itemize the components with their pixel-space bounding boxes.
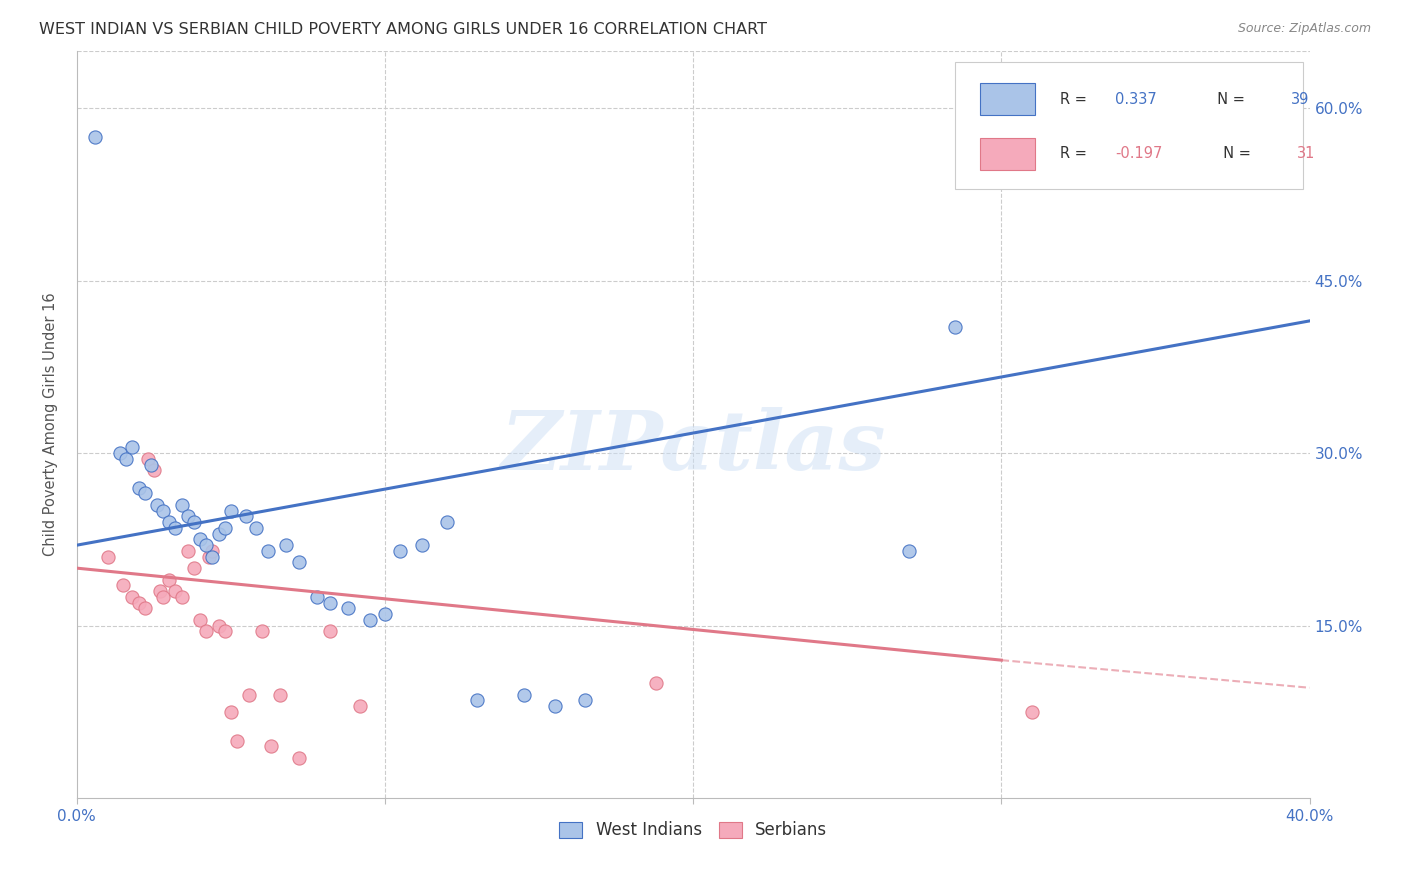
Point <box>165 521 187 535</box>
Text: -0.197: -0.197 <box>1115 146 1163 161</box>
Point <box>152 503 174 517</box>
Point <box>269 688 291 702</box>
Text: Source: ZipAtlas.com: Source: ZipAtlas.com <box>1237 22 1371 36</box>
Point <box>287 751 309 765</box>
Point <box>115 451 138 466</box>
Text: N =: N = <box>1208 92 1250 107</box>
Point <box>943 319 966 334</box>
Point <box>165 584 187 599</box>
Point <box>152 590 174 604</box>
Point <box>108 446 131 460</box>
Point <box>645 676 668 690</box>
Point <box>157 573 180 587</box>
Point <box>170 590 193 604</box>
Bar <box>980 137 1035 169</box>
Point <box>195 538 218 552</box>
Point <box>188 613 211 627</box>
Point <box>389 544 412 558</box>
Point <box>207 526 229 541</box>
Point <box>467 693 489 707</box>
Point <box>287 555 309 569</box>
Point <box>318 596 340 610</box>
Point <box>359 613 381 627</box>
Point <box>349 699 371 714</box>
Point <box>543 699 565 714</box>
Text: 0.337: 0.337 <box>1115 92 1157 107</box>
Point <box>195 624 218 639</box>
Point <box>170 498 193 512</box>
Point <box>136 451 159 466</box>
Point <box>134 486 156 500</box>
Point <box>318 624 340 639</box>
Point <box>250 624 273 639</box>
Point <box>257 544 280 558</box>
Point <box>207 618 229 632</box>
Point <box>183 515 205 529</box>
Text: WEST INDIAN VS SERBIAN CHILD POVERTY AMONG GIRLS UNDER 16 CORRELATION CHART: WEST INDIAN VS SERBIAN CHILD POVERTY AMO… <box>39 22 768 37</box>
Point <box>128 481 150 495</box>
Point <box>219 503 242 517</box>
Point <box>411 538 433 552</box>
Text: N =: N = <box>1213 146 1256 161</box>
Bar <box>980 83 1035 115</box>
Point <box>245 521 267 535</box>
Point <box>97 549 120 564</box>
FancyBboxPatch shape <box>955 62 1303 189</box>
Point <box>436 515 458 529</box>
Point <box>201 544 224 558</box>
Point <box>238 688 260 702</box>
Point <box>134 601 156 615</box>
Point <box>177 544 200 558</box>
Point <box>128 596 150 610</box>
Text: R =: R = <box>1060 146 1091 161</box>
Point <box>121 441 143 455</box>
Point <box>260 739 283 754</box>
Point <box>219 705 242 719</box>
Point <box>112 578 135 592</box>
Point <box>201 549 224 564</box>
Point <box>897 544 920 558</box>
Point <box>214 624 236 639</box>
Point <box>307 590 329 604</box>
Y-axis label: Child Poverty Among Girls Under 16: Child Poverty Among Girls Under 16 <box>44 293 58 557</box>
Point <box>146 498 169 512</box>
Point <box>235 509 257 524</box>
Point <box>214 521 236 535</box>
Point <box>337 601 360 615</box>
Point <box>574 693 596 707</box>
Legend: West Indians, Serbians: West Indians, Serbians <box>553 814 834 846</box>
Point <box>226 733 249 747</box>
Point <box>139 458 162 472</box>
Text: R =: R = <box>1060 92 1091 107</box>
Point <box>142 463 165 477</box>
Point <box>84 130 107 145</box>
Point <box>276 538 298 552</box>
Point <box>374 607 396 622</box>
Point <box>177 509 200 524</box>
Point <box>188 533 211 547</box>
Text: 31: 31 <box>1298 146 1316 161</box>
Point <box>149 584 172 599</box>
Text: ZIPatlas: ZIPatlas <box>501 407 886 487</box>
Point <box>183 561 205 575</box>
Point <box>512 688 534 702</box>
Text: 39: 39 <box>1291 92 1309 107</box>
Point <box>198 549 221 564</box>
Point <box>121 590 143 604</box>
Point <box>157 515 180 529</box>
Point <box>1021 705 1043 719</box>
